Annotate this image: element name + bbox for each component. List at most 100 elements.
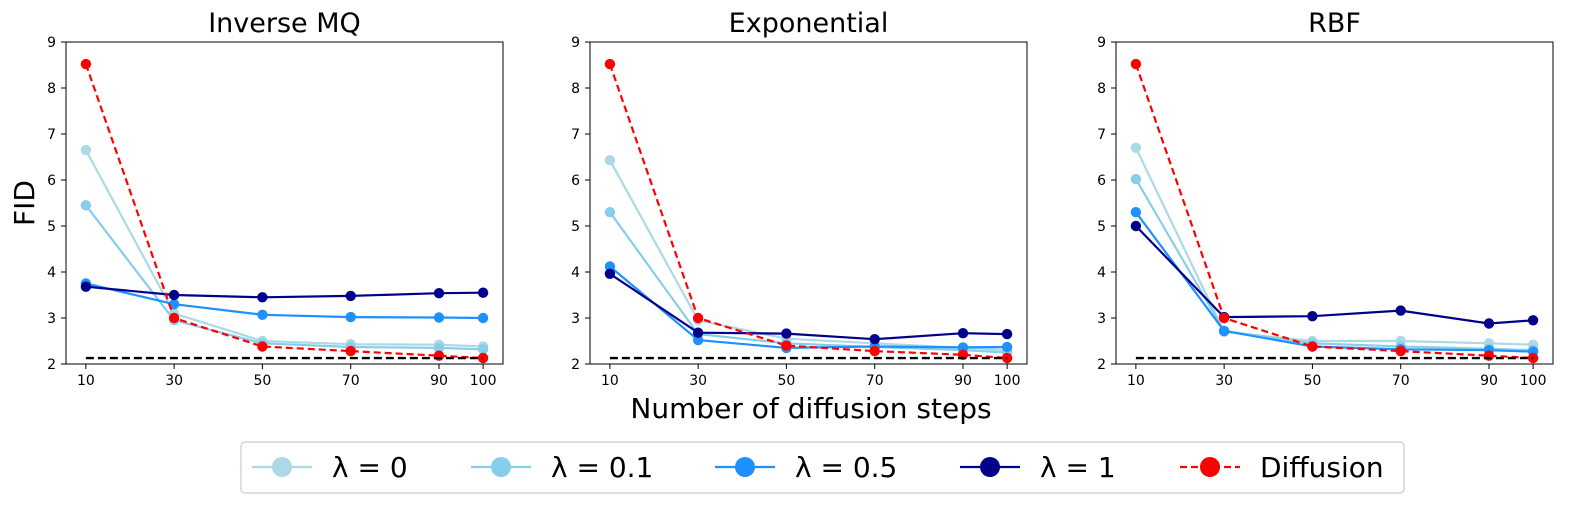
x-tick-label: 100 — [470, 373, 497, 389]
data-point — [80, 200, 92, 211]
data-point — [80, 144, 92, 156]
x-tick-label: 90 — [954, 373, 972, 389]
y-tick-label: 7 — [1097, 127, 1106, 143]
plot-frame — [1115, 41, 1554, 365]
plot-frame — [65, 41, 504, 365]
data-point — [433, 288, 445, 299]
legend-label: λ = 0.1 — [551, 451, 653, 484]
panel-rbf: RBF 10 30 50 70 90 100 2 3 4 5 6 7 8 9 — [1097, 8, 1554, 389]
series-line — [608, 63, 1008, 360]
data-point — [1130, 58, 1142, 70]
series-line — [609, 265, 1008, 350]
x-tick-label: 70 — [1392, 373, 1410, 389]
data-point — [869, 334, 880, 345]
series-line — [1135, 225, 1534, 325]
series-lambda-0 — [1130, 142, 1539, 350]
series-lambda-0 — [604, 155, 1013, 356]
y-tick-label: 3 — [571, 311, 580, 327]
data-point — [168, 289, 180, 301]
series-line — [84, 63, 484, 360]
data-point — [345, 345, 356, 357]
data-point — [1395, 345, 1406, 357]
data-point — [1001, 328, 1013, 340]
y-axis-label: FID — [8, 180, 41, 226]
data-point — [869, 345, 880, 357]
series-diffusion — [80, 58, 489, 364]
y-tick-label: 4 — [571, 265, 580, 281]
x-tick-label: 30 — [165, 373, 183, 389]
y-tick-label: 9 — [571, 35, 580, 51]
x-tick-label: 90 — [430, 373, 448, 389]
series-line — [1135, 211, 1534, 353]
series-line — [1134, 178, 1534, 352]
data-point — [604, 155, 616, 166]
x-tick-label: 30 — [1215, 373, 1233, 389]
data-point — [1218, 312, 1230, 324]
legend-entry: λ = 1 — [960, 451, 1116, 484]
x-tick-label: 10 — [601, 373, 619, 389]
series-line — [85, 285, 484, 299]
series-line — [608, 159, 1008, 352]
panel-inverse-mq: Inverse MQ 10 30 50 70 90 100 2 3 4 5 6 7 8 9 — [47, 8, 504, 389]
y-tick-label: 5 — [571, 219, 580, 235]
data-point — [957, 342, 969, 353]
data-point — [477, 287, 489, 298]
x-tick-label: 90 — [1480, 373, 1498, 389]
series-lambda-3 — [604, 268, 1013, 345]
data-point — [477, 312, 489, 324]
x-tick-label: 50 — [778, 373, 796, 389]
panel-title: Inverse MQ — [208, 8, 361, 39]
y-tick-label: 7 — [571, 127, 580, 143]
y-tick-label: 8 — [1097, 81, 1106, 97]
y-tick-label: 8 — [47, 81, 56, 97]
series-lambda-3 — [80, 281, 489, 303]
x-tick-label: 100 — [1520, 373, 1547, 389]
legend-marker — [491, 457, 511, 477]
y-tick-label: 2 — [1097, 357, 1106, 373]
x-tick-label: 50 — [1304, 373, 1322, 389]
data-point — [345, 311, 356, 323]
series-line — [84, 149, 484, 348]
data-point — [692, 334, 704, 346]
data-point — [1483, 350, 1495, 361]
y-tick-label: 2 — [571, 357, 580, 373]
panel-title: RBF — [1308, 8, 1361, 39]
x-tick-label: 50 — [254, 373, 272, 389]
data-point — [1527, 315, 1539, 326]
data-point — [433, 350, 445, 361]
x-tick-label: 70 — [866, 373, 884, 389]
data-point — [692, 327, 704, 338]
legend: λ = 0 λ = 0.1 λ = 0.5 λ = 1 Diffusion — [240, 441, 1405, 494]
legend-marker — [735, 457, 755, 477]
y-tick-label: 5 — [1097, 219, 1106, 235]
y-tick-label: 7 — [47, 127, 56, 143]
data-point — [1307, 341, 1318, 352]
y-tick-label: 5 — [47, 219, 56, 235]
legend-entry: Diffusion — [1180, 451, 1384, 484]
data-point — [781, 340, 792, 351]
series-line — [609, 272, 1008, 341]
legend-entry: λ = 0 — [252, 451, 408, 484]
x-tick-label: 30 — [689, 373, 707, 389]
y-tick-label: 8 — [571, 81, 580, 97]
data-point — [168, 299, 180, 310]
data-point — [257, 292, 268, 303]
series-lambda-2 — [80, 278, 489, 324]
data-point — [604, 58, 616, 70]
legend-label: λ = 0 — [332, 451, 408, 484]
data-point — [168, 312, 180, 324]
y-tick-label: 3 — [1097, 311, 1106, 327]
x-tick-label: 70 — [342, 373, 360, 389]
data-point — [1130, 173, 1142, 185]
legend-marker — [980, 457, 1000, 477]
series-diffusion — [1130, 58, 1539, 364]
panel-title: Exponential — [729, 8, 889, 39]
y-tick-label: 4 — [47, 265, 56, 281]
series-lambda-2 — [1130, 207, 1539, 357]
data-point — [433, 342, 445, 354]
data-point — [1001, 341, 1013, 353]
data-point — [257, 309, 268, 320]
data-point — [604, 207, 616, 218]
series-lambda-0 — [80, 144, 489, 352]
